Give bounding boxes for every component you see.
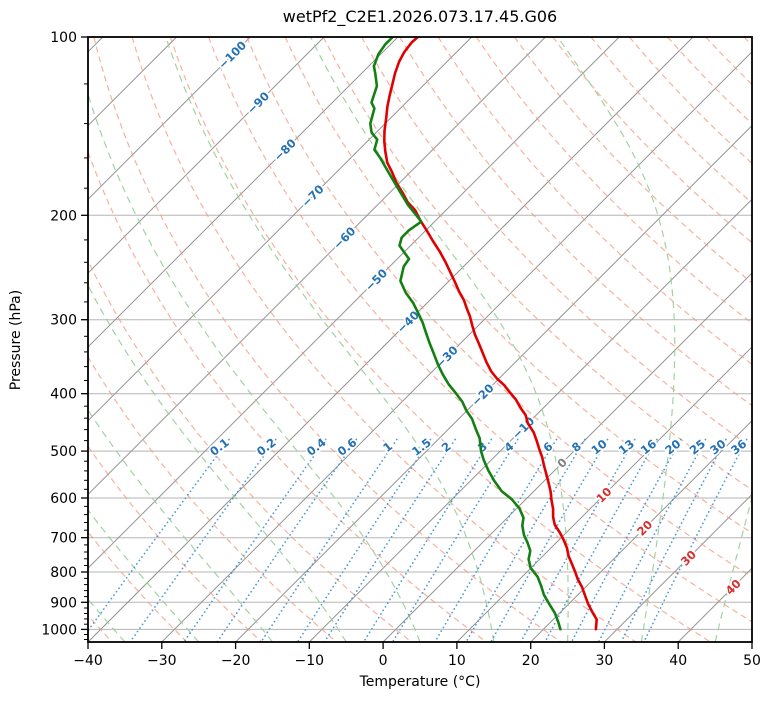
svg-text:0.1: 0.1	[207, 435, 232, 459]
svg-text:200: 200	[50, 208, 77, 224]
svg-text:500: 500	[50, 444, 77, 460]
plot-border	[87, 36, 753, 643]
svg-text:40: 40	[669, 653, 687, 669]
svg-text:1000: 1000	[41, 622, 77, 638]
x-axis-title: Temperature (°C)	[359, 674, 481, 690]
svg-text:0.6: 0.6	[335, 435, 360, 459]
svg-text:100: 100	[50, 30, 77, 46]
svg-text:900: 900	[50, 595, 77, 611]
x-tick-labels: −40 −30 −20 −10 0 10 20 30 40 50	[73, 653, 761, 669]
svg-text:300: 300	[50, 313, 77, 329]
svg-text:700: 700	[50, 531, 77, 547]
svg-text:0: 0	[379, 653, 388, 669]
svg-text:600: 600	[50, 491, 77, 507]
y-tick-marks	[81, 36, 88, 631]
svg-text:0.4: 0.4	[304, 435, 329, 459]
svg-text:−40: −40	[73, 653, 103, 669]
svg-text:50: 50	[743, 653, 761, 669]
y-axis-title: Pressure (hPa)	[8, 289, 24, 391]
svg-text:−30: −30	[147, 653, 177, 669]
temperature-curve	[383, 37, 598, 631]
svg-text:−100: −100	[215, 38, 249, 72]
isobar-gridlines	[88, 36, 752, 630]
svg-text:2: 2	[439, 439, 454, 455]
svg-text:20: 20	[522, 653, 540, 669]
svg-text:8: 8	[569, 439, 584, 455]
x-tick-marks	[87, 642, 753, 649]
moist-adiabat-lines	[88, 37, 752, 642]
svg-text:10: 10	[448, 653, 466, 669]
svg-text:−20: −20	[221, 653, 251, 669]
svg-text:4: 4	[502, 439, 517, 455]
svg-text:400: 400	[50, 387, 77, 403]
mixing-ratio-lines	[88, 438, 748, 642]
svg-text:−10: −10	[295, 653, 325, 669]
dewpoint-curve	[369, 37, 562, 631]
isotherm-lines	[88, 37, 752, 642]
y-tick-labels: 100 200 300 400 500 600 700 800 900 1000	[41, 30, 77, 638]
svg-text:800: 800	[50, 565, 77, 581]
svg-text:30: 30	[595, 653, 613, 669]
dry-adiabat-lines	[88, 37, 752, 642]
svg-text:1: 1	[380, 439, 395, 455]
svg-text:10: 10	[588, 437, 609, 458]
y-minor-tick-marks	[84, 83, 88, 640]
mixing-ratio-labels: 0.1 0.2 0.4 0.6 1 1.5 2 3 4 6 8 10 13 16 20 25 30 36	[205, 433, 751, 460]
chart-title: wetPf2_C2E1.2026.073.17.45.G06	[282, 7, 558, 26]
